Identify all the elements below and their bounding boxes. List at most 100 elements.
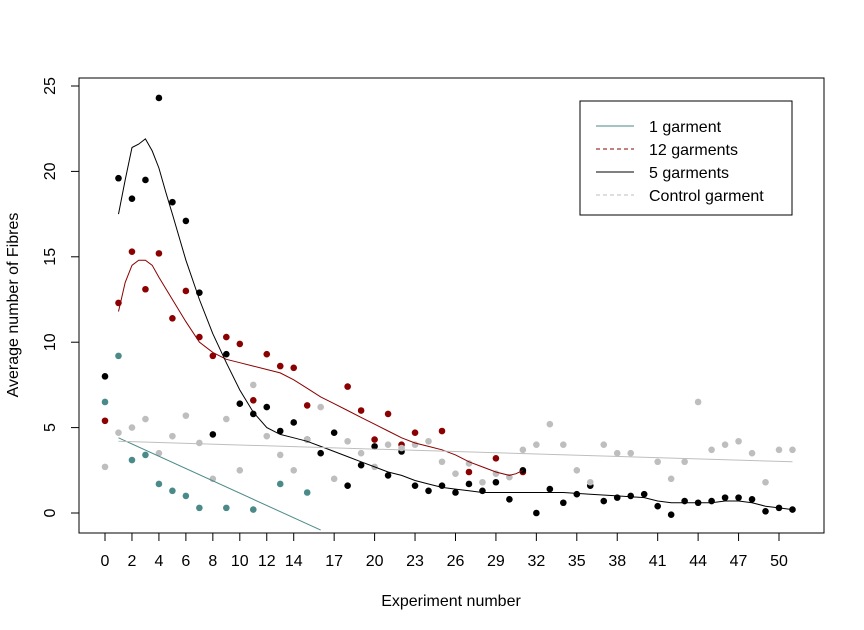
point-control-garment: [573, 467, 581, 474]
x-tick-label: 0: [101, 553, 110, 570]
point-5-garments: [492, 478, 500, 486]
x-tick-label: 14: [285, 553, 303, 570]
point-5-garments: [115, 174, 122, 182]
x-tick-label: 8: [208, 553, 217, 570]
point-12-garments: [249, 396, 257, 404]
legend: 1 garment 12 garments 5 garments Control ga…: [579, 100, 793, 216]
x-tick-label: 38: [608, 553, 626, 570]
x-tick-label: 23: [406, 553, 424, 570]
trend-line-5-garments: [118, 138, 793, 511]
point-control-garment: [330, 475, 338, 483]
point-control-garment: [182, 412, 190, 419]
point-control-garment: [627, 449, 635, 457]
legend-label-12-garments: 12 garments: [649, 142, 738, 159]
point-control-garment: [775, 446, 783, 454]
point-12-garments: [344, 383, 351, 390]
point-1-garment: [115, 352, 122, 360]
point-5-garments: [425, 487, 432, 495]
point-5-garments: [330, 429, 338, 437]
point-12-garments: [128, 248, 136, 255]
point-1-garment: [196, 504, 203, 512]
point-control-garment: [452, 470, 459, 478]
point-12-garments: [209, 352, 217, 360]
legend-box: [579, 100, 793, 216]
y-axis: 0 5 10 15 20 25: [42, 77, 80, 517]
point-control-garment: [425, 437, 432, 445]
series-control-garment: [101, 381, 796, 486]
series-1-garment: [101, 352, 311, 513]
x-tick-label: 29: [487, 553, 505, 570]
point-control-garment: [762, 478, 769, 486]
point-12-garments: [492, 455, 500, 462]
point-1-garment: [128, 456, 136, 464]
point-control-garment: [613, 449, 621, 457]
y-tick-label: 15: [42, 248, 59, 266]
point-5-garments: [357, 461, 365, 469]
point-1-garment: [101, 398, 109, 406]
point-5-garments: [411, 482, 419, 489]
point-5-garments: [371, 443, 378, 450]
point-1-garment: [223, 504, 230, 512]
point-5-garments: [465, 480, 473, 488]
point-12-garments: [465, 468, 473, 476]
point-control-garment: [654, 458, 661, 466]
point-5-garments: [762, 507, 769, 515]
point-12-garments: [290, 364, 298, 372]
point-1-garment: [169, 487, 176, 495]
point-1-garment: [182, 492, 190, 500]
point-5-garments: [735, 494, 742, 501]
y-tick-label: 5: [42, 423, 59, 432]
legend-label-control-garment: Control garment: [649, 188, 764, 205]
point-control-garment: [290, 467, 298, 474]
point-5-garments: [236, 400, 244, 407]
point-5-garments: [600, 497, 608, 505]
point-5-garments: [344, 482, 351, 489]
point-5-garments: [667, 511, 675, 519]
point-1-garment: [303, 489, 311, 496]
point-5-garments: [128, 195, 136, 203]
point-control-garment: [115, 429, 122, 437]
point-control-garment: [155, 449, 163, 457]
x-tick-label: 32: [527, 553, 545, 570]
point-12-garments: [357, 407, 365, 414]
point-5-garments: [640, 490, 648, 498]
point-5-garments: [506, 496, 513, 503]
point-control-garment: [384, 441, 392, 448]
point-control-garment: [142, 415, 149, 423]
point-5-garments: [681, 497, 688, 505]
point-control-garment: [169, 432, 176, 440]
series-12-garments: [101, 248, 527, 476]
x-tick-label: 26: [447, 553, 465, 570]
point-5-garments: [263, 403, 271, 411]
point-12-garments: [142, 285, 149, 293]
x-tick-label: 4: [154, 553, 163, 570]
point-control-garment: [600, 441, 608, 448]
point-5-garments: [384, 472, 392, 479]
point-5-garments: [627, 492, 635, 500]
point-control-garment: [560, 441, 567, 448]
point-control-garment: [667, 475, 675, 483]
x-tick-label: 20: [366, 553, 384, 570]
x-tick-label: 44: [689, 553, 707, 570]
point-5-garments: [708, 497, 715, 505]
x-tick-label: 35: [568, 553, 586, 570]
point-12-garments: [411, 429, 419, 437]
point-control-garment: [101, 463, 109, 471]
point-12-garments: [303, 402, 311, 409]
point-control-garment: [344, 437, 351, 445]
point-control-garment: [263, 432, 271, 440]
point-1-garment: [249, 506, 257, 513]
point-control-garment: [317, 403, 324, 411]
point-12-garments: [223, 333, 230, 341]
point-control-garment: [196, 439, 203, 447]
x-tick-label: 41: [649, 553, 667, 570]
point-5-garments: [169, 198, 176, 206]
point-5-garments: [223, 350, 230, 358]
point-5-garments: [452, 489, 459, 496]
point-5-garments: [479, 487, 486, 495]
legend-label-5-garments: 5 garments: [649, 165, 729, 182]
point-control-garment: [465, 460, 473, 467]
point-5-garments: [573, 490, 581, 498]
point-12-garments: [155, 250, 163, 257]
